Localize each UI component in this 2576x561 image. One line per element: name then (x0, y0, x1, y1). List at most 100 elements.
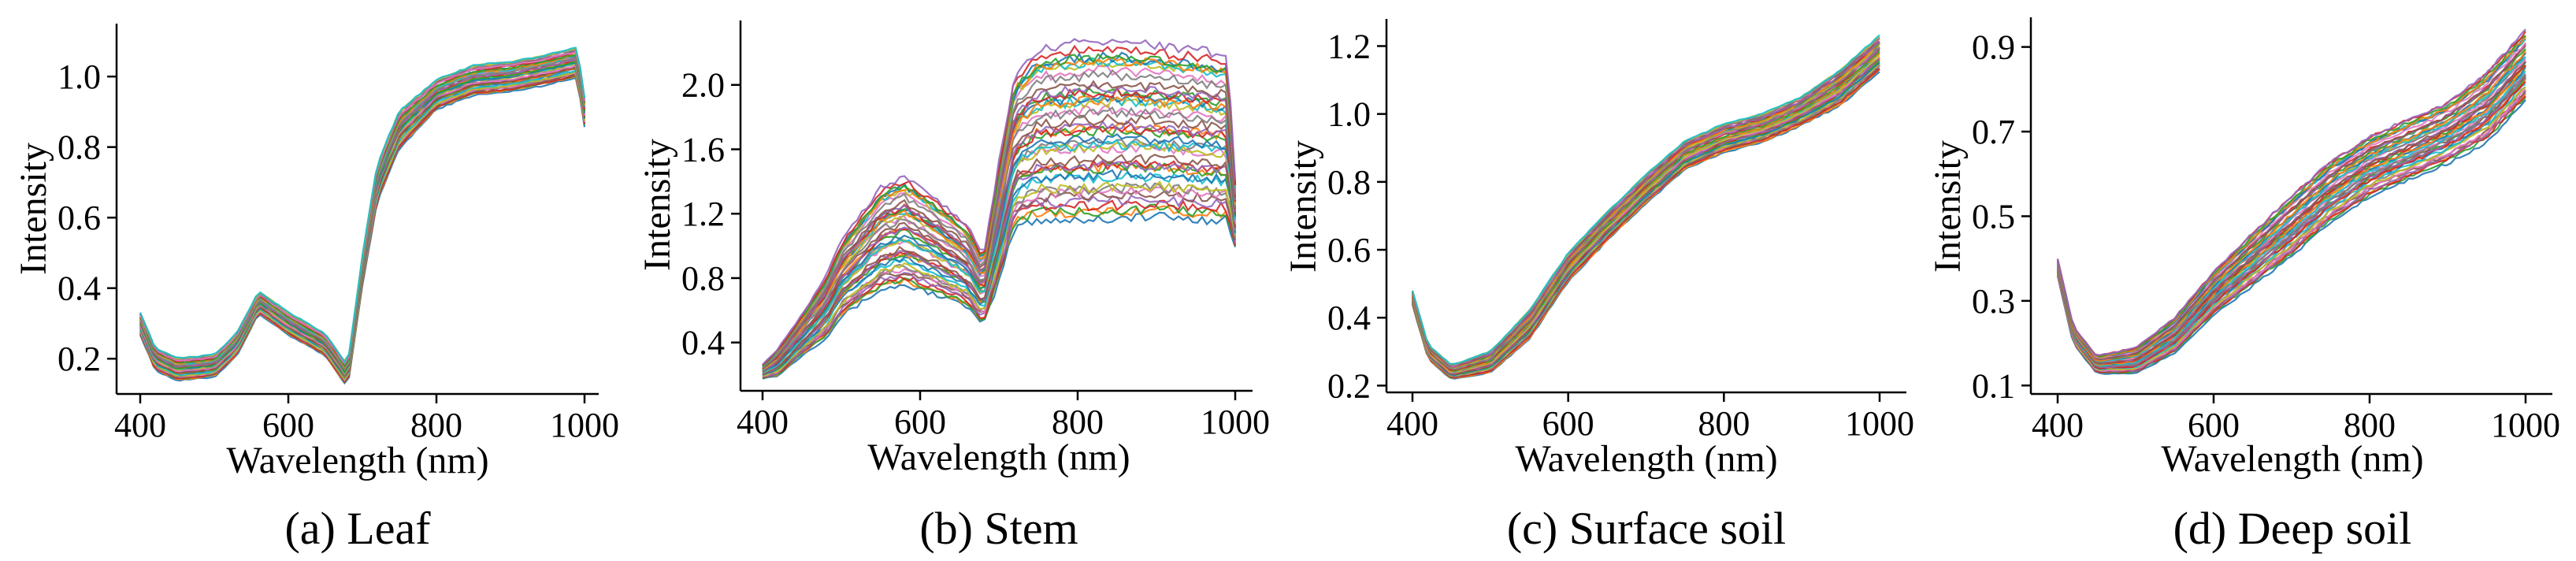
spectrum-line (1411, 55, 1880, 373)
spectrum-line (139, 61, 586, 374)
x-tick-label: 1000 (2491, 406, 2560, 444)
x-tick-label: 600 (2188, 406, 2240, 444)
x-tick-label: 400 (737, 403, 789, 441)
x-tick-label: 1000 (1845, 404, 1914, 443)
spectrum-line (2056, 56, 2526, 363)
x-axis-label: Wavelength (nm) (1515, 438, 1777, 480)
spectrum-line (139, 50, 586, 366)
plot-area (1411, 34, 1880, 380)
y-tick-label: 0.6 (1327, 231, 1371, 269)
y-axis-label: Intensity (13, 143, 54, 275)
spectrum-line (139, 65, 586, 377)
spectrum-line (2056, 91, 2526, 373)
y-tick-label: 0.9 (1972, 28, 2015, 67)
spectrum-line (2056, 99, 2526, 375)
x-tick-label: 800 (2344, 406, 2396, 444)
spectrum-line (139, 54, 586, 368)
spectrum-line (2056, 35, 2526, 358)
y-tick-label: 0.8 (681, 259, 725, 298)
y-tick-label: 0.4 (681, 324, 725, 362)
spectrum-line (139, 56, 586, 370)
y-tick-label: 1.2 (681, 195, 725, 233)
panel-stem: Intensity Wavelength (nm) (b) Stem 400 60… (637, 20, 1270, 554)
spectrum-line (139, 67, 586, 377)
spectrum-line (139, 65, 586, 377)
spectrum-line (762, 44, 1237, 366)
spectrum-line (139, 69, 586, 380)
plot-area (762, 38, 1237, 380)
x-tick-label: 600 (1542, 404, 1594, 443)
spectrum-line (1411, 46, 1880, 370)
spectrum-line (139, 72, 586, 382)
x-tick-label: 800 (1698, 404, 1750, 443)
plot-area (139, 46, 586, 385)
panel-leaf: Intensity Wavelength (nm) (a) Leaf 400 60… (13, 24, 619, 554)
spectrum-line (2056, 45, 2526, 361)
spectrum-line (139, 54, 586, 369)
spectrum-line (2056, 86, 2526, 372)
spectrum-line (2056, 80, 2526, 370)
y-axis-label: Intensity (637, 139, 678, 271)
y-tick-label: 1.2 (1327, 27, 1371, 65)
y-tick-label: 0.3 (1972, 282, 2015, 321)
panel-caption: (a) Leaf (284, 503, 431, 554)
panel-caption: (d) Deep soil (2173, 503, 2412, 554)
y-tick-label: 0.8 (1327, 163, 1371, 202)
y-tick-label: 2.0 (681, 66, 725, 105)
spectrum-line (139, 69, 586, 380)
spectrum-line (139, 62, 586, 376)
spectrum-line (762, 133, 1237, 373)
y-tick-label: 0.2 (58, 340, 101, 378)
spectrum-line (1411, 41, 1880, 368)
spectrum-line (139, 58, 586, 371)
x-tick-label: 400 (2032, 406, 2084, 444)
spectrum-line (2056, 50, 2526, 362)
spectrum-line (139, 61, 586, 373)
x-tick-label: 800 (410, 406, 462, 444)
y-axis-label: Intensity (1927, 140, 1969, 273)
spectrum-line (762, 69, 1237, 369)
x-tick-label: 1000 (1201, 403, 1270, 441)
spectrum-line (2056, 76, 2526, 369)
x-tick-label: 600 (894, 403, 946, 441)
spectrum-line (139, 76, 586, 385)
spectrum-line (139, 54, 586, 367)
panel-caption: (b) Stem (919, 503, 1078, 554)
spectrum-line (139, 47, 586, 362)
spectrum-line (2056, 60, 2526, 365)
x-axis-label: Wavelength (nm) (867, 437, 1130, 478)
y-tick-label: 1.0 (58, 58, 101, 96)
y-tick-label: 0.2 (1327, 366, 1371, 405)
x-tick-label: 600 (262, 406, 314, 444)
y-tick-label: 0.1 (1972, 366, 2015, 405)
spectrum-line (139, 46, 586, 364)
panel-deep-soil: Intensity Wavelength (nm) (d) Deep soil … (1927, 17, 2560, 554)
spectrum-line (762, 38, 1237, 366)
y-tick-label: 0.5 (1972, 197, 2015, 236)
x-axis-label: Wavelength (nm) (2161, 438, 2423, 480)
spectrum-line (139, 59, 586, 371)
spectrum-line (762, 93, 1237, 370)
spectrum-line (762, 199, 1237, 379)
plot-area (2056, 28, 2526, 375)
spectrum-line (139, 54, 586, 369)
spectrum-line (139, 73, 586, 384)
spectrum-line (139, 57, 586, 370)
spectrum-line (139, 69, 586, 381)
y-tick-label: 1.6 (681, 130, 725, 169)
spectrum-line (762, 120, 1237, 373)
spectrum-line (762, 180, 1237, 377)
spectrum-line (139, 68, 586, 379)
spectrum-line (139, 61, 586, 373)
spectrum-line (139, 47, 586, 363)
x-axis-label: Wavelength (nm) (226, 440, 488, 481)
spectrum-line (139, 50, 586, 366)
y-tick-label: 0.7 (1972, 113, 2015, 151)
spectrum-line (139, 54, 586, 369)
spectrum-line (762, 84, 1237, 370)
y-axis-label: Intensity (1282, 140, 1324, 273)
spectrum-line (2056, 28, 2526, 356)
spectrum-line (139, 73, 586, 384)
spectrum-line (139, 61, 586, 374)
